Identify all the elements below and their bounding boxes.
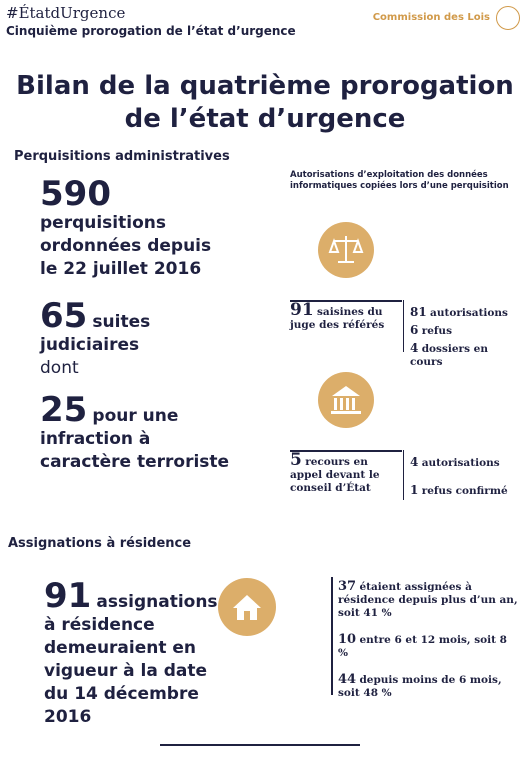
stat-line: infraction à [40, 429, 151, 449]
block-number: 5 [290, 450, 302, 470]
outcome-text: refus [421, 325, 452, 337]
outcome-text: refus confirmé [421, 485, 508, 497]
stat-line: perquisitions [40, 213, 166, 233]
stat-note: dont [40, 358, 79, 378]
stat-line: le 22 juillet 2016 [40, 259, 202, 279]
rule [290, 300, 402, 302]
stat-line: 2016 [44, 707, 92, 727]
icon-glyph [233, 595, 261, 620]
stat: 25 pour une infraction à caractère terrori… [40, 392, 270, 474]
icon-glyph [328, 236, 364, 263]
outcome-text: dossiers en cours [410, 343, 488, 368]
outcome-number: 4 [410, 455, 419, 469]
block-number: 91 [290, 300, 314, 320]
logo-mark [496, 6, 520, 30]
outcome-number: 81 [410, 305, 427, 319]
subtitle: Cinquième prorogation de l’état d’urgenc… [6, 24, 296, 38]
icon-glyph [331, 386, 361, 414]
block-label: saisines du juge des référés [290, 306, 385, 331]
stat: 590 perquisitions ordonnées depuis le 22 ju… [40, 176, 270, 281]
assignations-stat: 91 assignations à résidence demeuraient e… [44, 578, 224, 729]
rule-vertical [403, 450, 404, 500]
title: Bilan de la quatrième prorogation de l’é… [0, 70, 530, 136]
stat-inline: pour une [92, 406, 179, 426]
block-label: recours en appel devant le conseil d’Éta… [290, 456, 380, 494]
rule [290, 450, 402, 452]
outcome: 6 refus [410, 324, 520, 338]
outcome-number: 1 [410, 483, 419, 497]
stat-number: 65 [40, 296, 88, 336]
stat-line: caractère terroriste [40, 452, 230, 472]
item: 44 depuis moins de 6 mois, soit 48 % [338, 673, 518, 700]
section-heading: Perquisitions administratives [14, 149, 230, 164]
block-text: 5 recours en appel devant le conseil d’É… [290, 452, 400, 495]
icon-scales [318, 222, 374, 278]
icon-building [318, 372, 374, 428]
outcome: 81 autorisations [410, 306, 520, 320]
stat-inline: suites [92, 312, 151, 332]
outcome-number: 4 [410, 341, 419, 355]
stat-lines: à résidence demeuraient en vigueur à la da… [44, 614, 224, 729]
outcomes: 4 autorisations 1 refus confirmé [410, 456, 520, 512]
item-text: depuis moins de 6 mois, soit 48 % [338, 674, 502, 699]
hashtag: #ÉtatdUrgence [6, 4, 126, 22]
item-number: 44 [338, 672, 357, 687]
stat-line: du 14 décembre [44, 684, 199, 704]
divider [331, 577, 333, 695]
stat-line: à résidence [44, 615, 155, 635]
title-line: Bilan de la quatrième prorogation [16, 71, 514, 101]
stat-number: 590 [40, 174, 111, 214]
outcome-text: autorisations [430, 307, 508, 319]
stat-line: demeuraient en [44, 638, 197, 658]
outcome-number: 6 [410, 323, 419, 337]
stat-line: ordonnées depuis [40, 236, 212, 256]
bottom-rule [160, 744, 360, 746]
stat: 65 suites judiciaires dont [40, 298, 270, 380]
stat-number: 91 [44, 576, 92, 616]
outcome: 4 dossiers en cours [410, 342, 520, 369]
stat-line: judiciaires [40, 335, 140, 355]
title-line: de l’état d’urgence [124, 104, 406, 134]
item: 10 entre 6 et 12 mois, soit 8 % [338, 633, 518, 660]
item-number: 10 [338, 632, 357, 647]
logo-text: Commission des Lois [372, 12, 490, 23]
item-number: 37 [338, 579, 357, 594]
outcomes: 81 autorisations 6 refus 4 dossiers en cou… [410, 306, 520, 373]
outcome: 4 autorisations [410, 456, 520, 470]
stat-number: 25 [40, 390, 88, 430]
outcome: 1 refus confirmé [410, 484, 520, 498]
item: 37 étaient assignées à résidence depuis … [338, 580, 518, 620]
item-text: entre 6 et 12 mois, soit 8 % [338, 634, 507, 659]
icon-house [218, 578, 276, 636]
stat-line: vigueur à la date [44, 661, 208, 681]
outcome-text: autorisations [421, 457, 500, 469]
block-text: 91 saisines du juge des référés [290, 302, 400, 332]
stat-inline: assignations [96, 592, 218, 612]
section-heading: Assignations à résidence [8, 536, 192, 551]
caption: Autorisations d’exploitation des données… [290, 170, 509, 191]
rule-vertical [403, 300, 404, 352]
items: 37 étaient assignées à résidence depuis … [338, 580, 518, 713]
item-text: étaient assignées à résidence depuis plu… [338, 581, 518, 619]
